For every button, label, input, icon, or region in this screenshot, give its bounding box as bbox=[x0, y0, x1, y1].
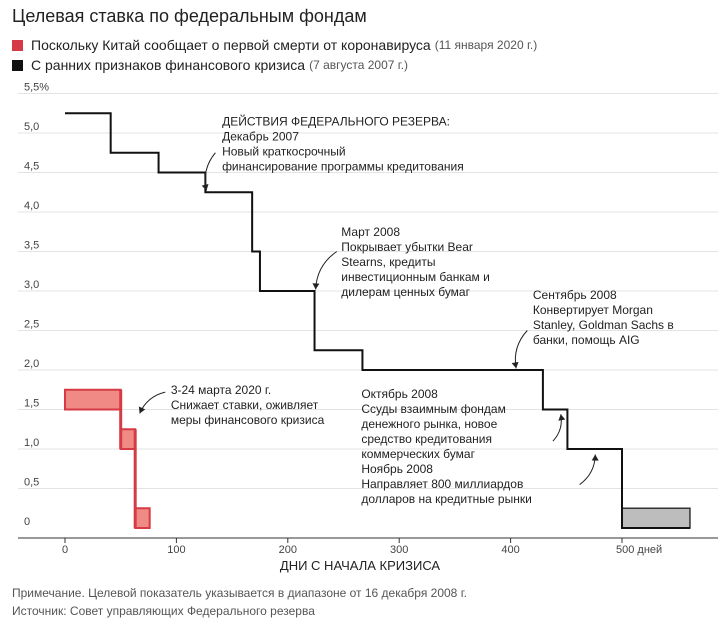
footer-source: Источник: Совет управляющих Федерального… bbox=[12, 604, 315, 618]
annotation-text: банки, помощь AIG bbox=[533, 333, 640, 347]
range-band-red bbox=[119, 428, 137, 450]
x-tick-label: 200 bbox=[279, 544, 297, 556]
annotation-text: коммерческих бумаг bbox=[361, 447, 475, 461]
chart-plot-area: 0 0,5 1,0 1,5 2,0 2,5 3,0 3,5 4,0 4,5 5,0 5,5% 0 100… bbox=[18, 82, 718, 573]
legend-label: Поскольку Китай сообщает о первой смерти… bbox=[31, 37, 431, 53]
range-band-red bbox=[64, 388, 122, 411]
annotation-text: Новый краткосрочный bbox=[222, 144, 346, 158]
annotation-text: Сентябрь 2008 bbox=[533, 288, 617, 302]
series-step-line bbox=[65, 112, 690, 529]
annotation-text: долларов на кредитные рынки bbox=[361, 492, 531, 506]
annotation-text: дилерам ценных бумаг bbox=[341, 285, 470, 299]
annotation-arrowhead bbox=[138, 406, 146, 414]
legend-date: (11 января 2020 г.) bbox=[434, 38, 538, 52]
annotation-arrowhead bbox=[201, 184, 209, 191]
range-band-grey bbox=[621, 507, 691, 529]
y-tick-label: 4,5 bbox=[24, 161, 39, 173]
annotation-arrowhead bbox=[511, 361, 519, 369]
legend-label: С ранних признаков финансового кризиса bbox=[31, 57, 306, 73]
annotation-text: средство кредитования bbox=[361, 432, 492, 446]
y-tick-label: 1,5 bbox=[24, 398, 39, 410]
y-tick-label: 3,5 bbox=[24, 240, 39, 252]
legend-swatch-black bbox=[12, 59, 23, 71]
annotation-text: денежного рынка, новое bbox=[361, 417, 497, 431]
x-tick-label: 500 дней bbox=[616, 544, 662, 556]
x-tick-label: 0 bbox=[62, 544, 68, 556]
footer-note: Примечание. Целевой показатель указывает… bbox=[12, 586, 467, 600]
y-tick-label: 3,0 bbox=[24, 279, 39, 291]
y-tick-label: 2,0 bbox=[24, 358, 39, 370]
annotation-text: инвестиционным банкам и bbox=[341, 270, 490, 284]
x-tick-label: 300 bbox=[390, 544, 408, 556]
annotation-text: ДЕЙСТВИЯ ФЕДЕРАЛЬНОГО РЕЗЕРВА: bbox=[222, 113, 450, 128]
annotation-text: Снижает ставки, оживляет bbox=[171, 398, 319, 412]
annotation-text: Октябрь 2008 bbox=[361, 387, 438, 401]
x-tick-label: 100 bbox=[167, 544, 185, 556]
x-tick-label: 400 bbox=[501, 544, 519, 556]
y-tick-label: 0 bbox=[24, 516, 30, 528]
annotation-text: Ссуды взаимным фондам bbox=[361, 402, 506, 416]
annotation-text: Март 2008 bbox=[341, 225, 400, 239]
legend-item-crisis: С ранних признаков финансового кризиса (… bbox=[12, 57, 408, 73]
annotation-text: Покрывает убытки Bear bbox=[341, 240, 473, 254]
annotation-arrowhead bbox=[558, 414, 566, 421]
y-tick-label: 1,0 bbox=[24, 437, 39, 449]
annotation-text: финансирование программы кредитования bbox=[222, 159, 464, 173]
annotation-text: Ноябрь 2008 bbox=[361, 462, 433, 476]
annotation-text: меры финансового кризиса bbox=[171, 413, 325, 427]
legend-item-covid: Поскольку Китай сообщает о первой смерти… bbox=[12, 37, 537, 53]
y-tick-label: 4,0 bbox=[24, 200, 39, 212]
annotation-text: Декабрь 2007 bbox=[222, 129, 299, 143]
range-band-red bbox=[134, 507, 151, 529]
y-tick-label: 5,5% bbox=[24, 82, 49, 94]
y-tick-label: 5,0 bbox=[24, 121, 39, 133]
annotation-text: 3-24 марта 2020 г. bbox=[171, 383, 271, 397]
annotation-text: Stanley, Goldman Sachs в bbox=[533, 318, 674, 332]
y-tick-label: 0,5 bbox=[24, 477, 39, 489]
x-axis-label: ДНИ С НАЧАЛА КРИЗИСА bbox=[280, 558, 441, 573]
legend-swatch-red bbox=[12, 39, 23, 51]
annotation-arrowhead bbox=[591, 454, 599, 461]
annotation-text: Конвертирует Morgan bbox=[533, 303, 653, 317]
annotation-text: Stearns, кредиты bbox=[341, 255, 435, 269]
chart-title: Целевая ставка по федеральным фондам bbox=[12, 6, 367, 26]
y-tick-label: 2,5 bbox=[24, 319, 39, 331]
annotation-arrowhead bbox=[312, 283, 320, 290]
legend-date: (7 августа 2007 г.) bbox=[309, 58, 409, 72]
annotation-text: Направляет 800 миллиардов bbox=[361, 477, 523, 491]
